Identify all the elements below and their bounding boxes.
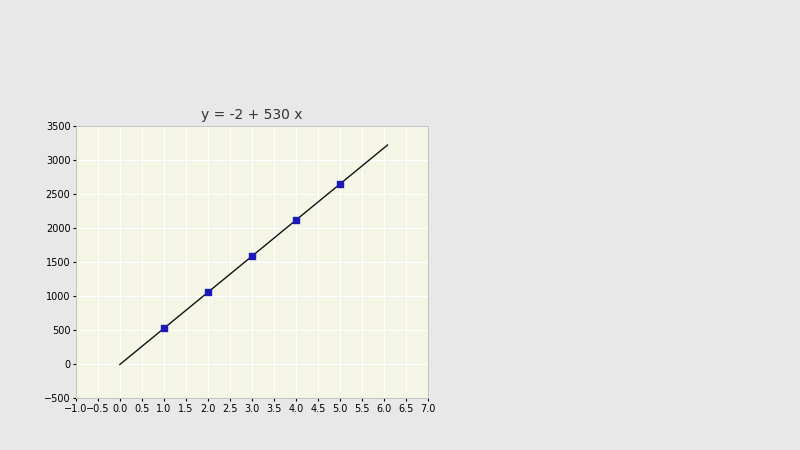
Point	[246, 252, 258, 260]
Point	[158, 325, 170, 332]
Point	[202, 288, 214, 296]
Point	[290, 216, 302, 224]
Point	[334, 180, 346, 188]
Title: y = -2 + 530 x: y = -2 + 530 x	[202, 108, 302, 122]
